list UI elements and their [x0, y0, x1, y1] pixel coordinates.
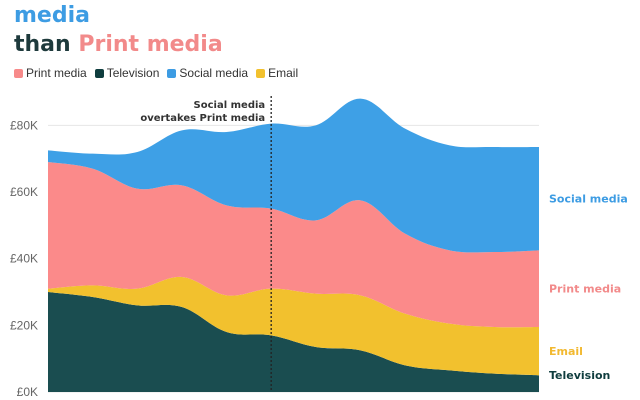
- legend-swatch-social-media: [167, 68, 177, 78]
- area-print-media: [48, 162, 539, 328]
- y-axis-ticks: £0K £20K £40K £60K £80K: [10, 118, 38, 399]
- title-print-media-highlight: Print media: [78, 32, 223, 57]
- y-tick-label: £40K: [10, 252, 38, 266]
- annotation-layer: Social media overtakes Print media: [140, 96, 272, 392]
- area-layer: [48, 98, 539, 392]
- chart-title-line1: media: [14, 3, 90, 29]
- series-end-labels: Television Email Print media Social media: [549, 193, 628, 382]
- series-label-social-media: Social media: [549, 193, 628, 206]
- chart-legend: Print media Television Social media Emai…: [14, 66, 298, 80]
- area-email: [48, 276, 539, 376]
- legend-item-social-media: Social media: [167, 66, 248, 80]
- chart-title-line2: than Print media: [14, 32, 223, 58]
- legend-swatch-television: [94, 68, 104, 78]
- y-tick-label: £0K: [17, 385, 38, 399]
- legend-label-email: Email: [268, 66, 299, 80]
- legend-label-print-media: Print media: [26, 66, 87, 80]
- series-label-email: Email: [549, 345, 583, 358]
- legend-label-television: Television: [106, 66, 160, 80]
- area-social-media: [48, 98, 539, 253]
- y-tick-label: £80K: [10, 118, 38, 132]
- legend-item-print-media: Print media: [14, 66, 87, 80]
- legend-item-television: Television: [94, 66, 160, 80]
- annotation-text-line1: Social media: [194, 100, 266, 111]
- legend-swatch-print-media: [14, 68, 23, 78]
- title-line2-text: than: [14, 32, 79, 57]
- y-tick-label: £60K: [10, 185, 38, 199]
- y-tick-label: £20K: [10, 318, 38, 332]
- legend-label-social-media: Social media: [179, 66, 249, 80]
- legend-item-email: Email: [256, 66, 298, 80]
- legend-swatch-email: [256, 68, 266, 78]
- series-label-television: Television: [549, 369, 610, 382]
- title-social-media-highlight: media: [14, 3, 90, 28]
- series-label-print-media: Print media: [549, 283, 621, 296]
- annotation-text-line2: overtakes Print media: [140, 113, 265, 124]
- area-television: [48, 292, 539, 392]
